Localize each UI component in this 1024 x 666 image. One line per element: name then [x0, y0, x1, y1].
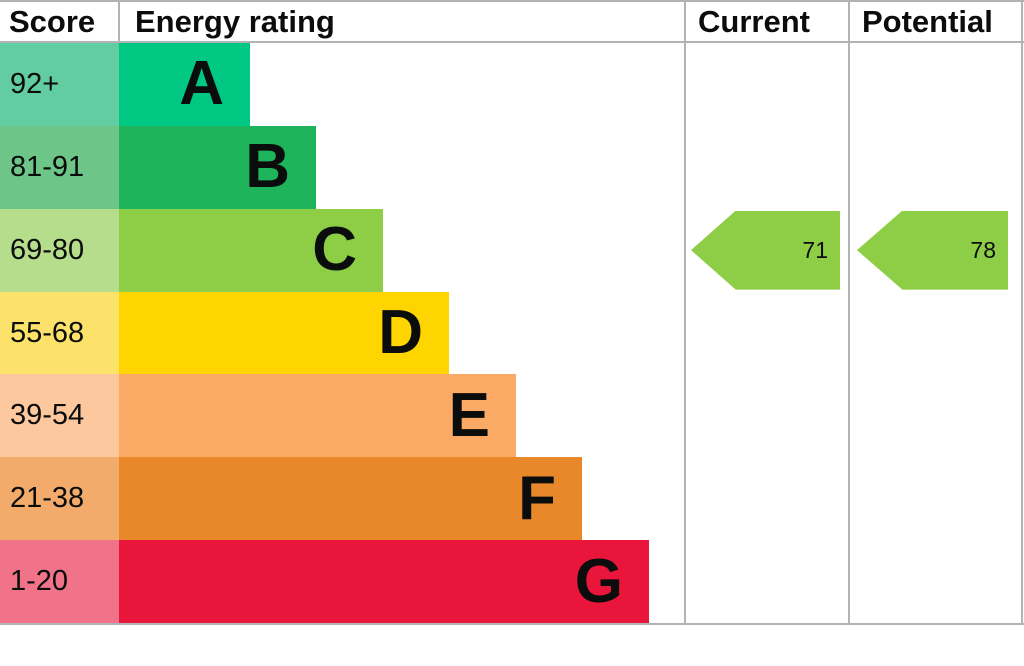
- band-row: 81-91 B: [0, 125, 1024, 209]
- rating-bands: 92+ A 81-91 B 69-80 C 55-68 D 39-54 E 21…: [0, 43, 1024, 624]
- score-column-header: Score: [9, 4, 96, 39]
- band-row: 69-80 C: [0, 208, 1024, 292]
- band-bar: G: [119, 540, 649, 624]
- band-row: 39-54 E: [0, 374, 1024, 458]
- energy-rating-column-header: Energy rating: [135, 4, 335, 39]
- band-bar: D: [119, 291, 449, 375]
- band-bar: A: [119, 43, 250, 126]
- chart-frame: [0, 0, 1024, 625]
- current-column-divider-line: [684, 0, 686, 623]
- band-bar: F: [119, 457, 582, 541]
- current-column-header: Current: [698, 4, 810, 39]
- band-score-range: 39-54: [0, 374, 119, 458]
- band-bar: B: [119, 125, 316, 209]
- potential-column-divider-line: [848, 0, 850, 623]
- band-score-range: 55-68: [0, 291, 119, 375]
- right-border-line: [1021, 0, 1023, 623]
- band-bar: C: [119, 208, 383, 292]
- band-row: 1-20 G: [0, 540, 1024, 624]
- potential-column-header: Potential: [862, 4, 993, 39]
- band-score-range: 69-80: [0, 208, 119, 292]
- band-score-range: 1-20: [0, 540, 119, 624]
- band-row: 92+ A: [0, 43, 1024, 126]
- band-row: 21-38 F: [0, 457, 1024, 541]
- band-bar: E: [119, 374, 516, 458]
- band-row: 55-68 D: [0, 291, 1024, 375]
- score-header-divider-line: [118, 0, 120, 41]
- band-score-range: 81-91: [0, 125, 119, 209]
- header-divider-line: [0, 41, 1024, 43]
- band-score-range: 21-38: [0, 457, 119, 541]
- band-score-range: 92+: [0, 43, 119, 126]
